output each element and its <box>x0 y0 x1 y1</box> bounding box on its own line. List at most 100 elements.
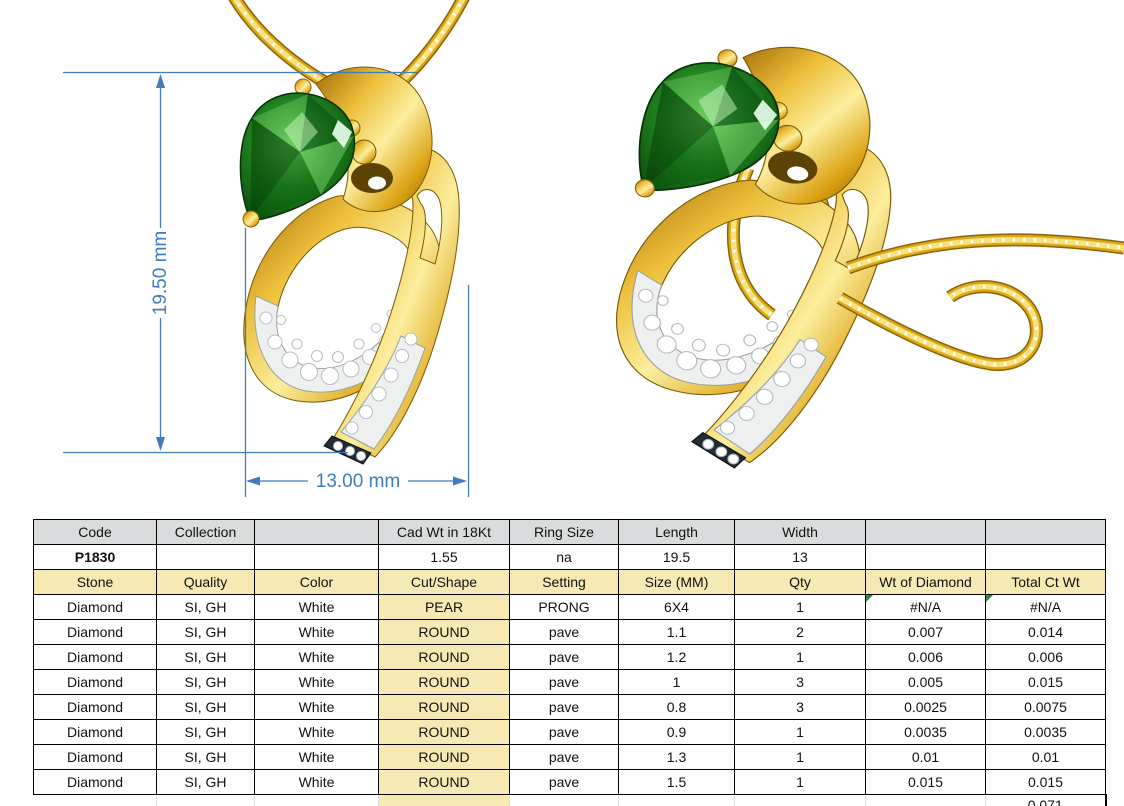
table-cell: 0.9 <box>618 719 735 745</box>
table-cell: 3 <box>734 694 866 720</box>
table-cell: White <box>254 594 379 620</box>
info-header-row: Code Collection Cad Wt in 18Kt Ring Size… <box>33 519 1106 545</box>
col-header: Qty <box>734 569 866 595</box>
table-cell <box>156 544 255 570</box>
table-cell <box>865 794 986 806</box>
table-cell: 0.0025 <box>865 694 986 720</box>
table-cell: PEAR <box>378 594 510 620</box>
table-cell <box>33 794 157 806</box>
table-cell: 0.006 <box>985 644 1106 670</box>
stone-header-row: Stone Quality Color Cut/Shape Setting Si… <box>33 569 1106 595</box>
col-header: Total Ct Wt <box>985 569 1106 595</box>
table-cell: SI, GH <box>156 744 255 770</box>
product-code: P1830 <box>33 544 157 570</box>
table-cell: ROUND <box>378 694 510 720</box>
table-cell: pave <box>509 669 619 695</box>
table-cell <box>254 794 379 806</box>
table-cell: 0.8 <box>618 694 735 720</box>
chain-right <box>840 240 1124 365</box>
col-header: Code <box>33 519 157 545</box>
table-cell: 0.015 <box>985 769 1106 795</box>
stone-row: Diamond SI, GH White ROUND pave 1.3 1 0.… <box>33 744 1106 770</box>
ring-size: na <box>509 544 619 570</box>
left-pendant-render <box>239 66 461 465</box>
table-cell: 0.0035 <box>985 719 1106 745</box>
table-cell <box>156 794 255 806</box>
width-dimension-label: 13.00 mm <box>316 471 400 492</box>
table-cell: 1 <box>734 719 866 745</box>
col-header <box>254 519 379 545</box>
col-header: Quality <box>156 569 255 595</box>
stone-row: Diamond SI, GH White ROUND pave 1.5 1 0.… <box>33 769 1106 795</box>
table-cell <box>865 544 986 570</box>
table-cell: SI, GH <box>156 669 255 695</box>
table-cell: SI, GH <box>156 644 255 670</box>
table-cell: pave <box>509 644 619 670</box>
table-cell: 1 <box>734 744 866 770</box>
col-header: Wt of Diamond <box>865 569 986 595</box>
table-cell: 1 <box>734 769 866 795</box>
col-header: Cut/Shape <box>378 569 510 595</box>
dimension-annotations: 19.50 mm 13.00 mm <box>63 71 470 497</box>
stone-row: Diamond SI, GH White ROUND pave 0.9 1 0.… <box>33 719 1106 745</box>
table-cell: 1 <box>734 644 866 670</box>
stone-row: Diamond SI, GH White ROUND pave 1 3 0.00… <box>33 669 1106 695</box>
stone-row: Diamond SI, GH White ROUND pave 1.2 1 0.… <box>33 644 1106 670</box>
table-cell <box>254 544 379 570</box>
table-cell: #N/A <box>865 594 986 620</box>
table-cell <box>378 794 510 806</box>
stone-row: Diamond SI, GH White PEAR PRONG 6X4 1 #N… <box>33 594 1106 620</box>
table-cell: 1.5 <box>618 769 735 795</box>
col-header: Ring Size <box>509 519 619 545</box>
table-cell: SI, GH <box>156 594 255 620</box>
table-cell <box>618 794 735 806</box>
col-header: Size (MM) <box>618 569 735 595</box>
total-ct-wt: 0.071 <box>985 794 1107 806</box>
col-header: Cad Wt in 18Kt <box>378 519 510 545</box>
table-cell: pave <box>509 719 619 745</box>
table-cell: #N/A <box>985 594 1106 620</box>
table-cell: Diamond <box>33 669 157 695</box>
table-cell: Diamond <box>33 719 157 745</box>
table-cell: SI, GH <box>156 619 255 645</box>
width-value: 13 <box>734 544 866 570</box>
table-cell: PRONG <box>509 594 619 620</box>
table-cell: 1 <box>734 594 866 620</box>
table-cell: 1.2 <box>618 644 735 670</box>
table-cell: 0.01 <box>865 744 986 770</box>
table-cell: White <box>254 769 379 795</box>
table-cell: 2 <box>734 619 866 645</box>
table-cell: White <box>254 644 379 670</box>
table-cell: 0.0035 <box>865 719 986 745</box>
table-cell <box>734 794 866 806</box>
product-views: 19.50 mm 13.00 mm <box>63 0 1124 497</box>
table-cell: 0.006 <box>865 644 986 670</box>
table-cell: SI, GH <box>156 694 255 720</box>
height-dimension-label: 19.50 mm <box>150 231 171 315</box>
table-cell: ROUND <box>378 744 510 770</box>
col-header: Collection <box>156 519 255 545</box>
table-cell: Diamond <box>33 594 157 620</box>
table-cell: White <box>254 619 379 645</box>
total-row: 0.071 <box>33 794 1107 806</box>
table-cell: 0.015 <box>985 669 1106 695</box>
table-cell: ROUND <box>378 619 510 645</box>
table-cell: 1.1 <box>618 619 735 645</box>
table-cell: Diamond <box>33 644 157 670</box>
col-header: Length <box>618 519 735 545</box>
table-cell: Diamond <box>33 694 157 720</box>
table-cell: ROUND <box>378 769 510 795</box>
table-cell: 6X4 <box>618 594 735 620</box>
table-cell: ROUND <box>378 719 510 745</box>
table-cell <box>985 544 1106 570</box>
table-cell: Diamond <box>33 744 157 770</box>
table-cell: pave <box>509 744 619 770</box>
col-header: Color <box>254 569 379 595</box>
table-cell: 0.01 <box>985 744 1106 770</box>
table-cell: 3 <box>734 669 866 695</box>
table-cell: 1 <box>618 669 735 695</box>
table-cell: pave <box>509 769 619 795</box>
table-cell: SI, GH <box>156 769 255 795</box>
table-cell: White <box>254 669 379 695</box>
